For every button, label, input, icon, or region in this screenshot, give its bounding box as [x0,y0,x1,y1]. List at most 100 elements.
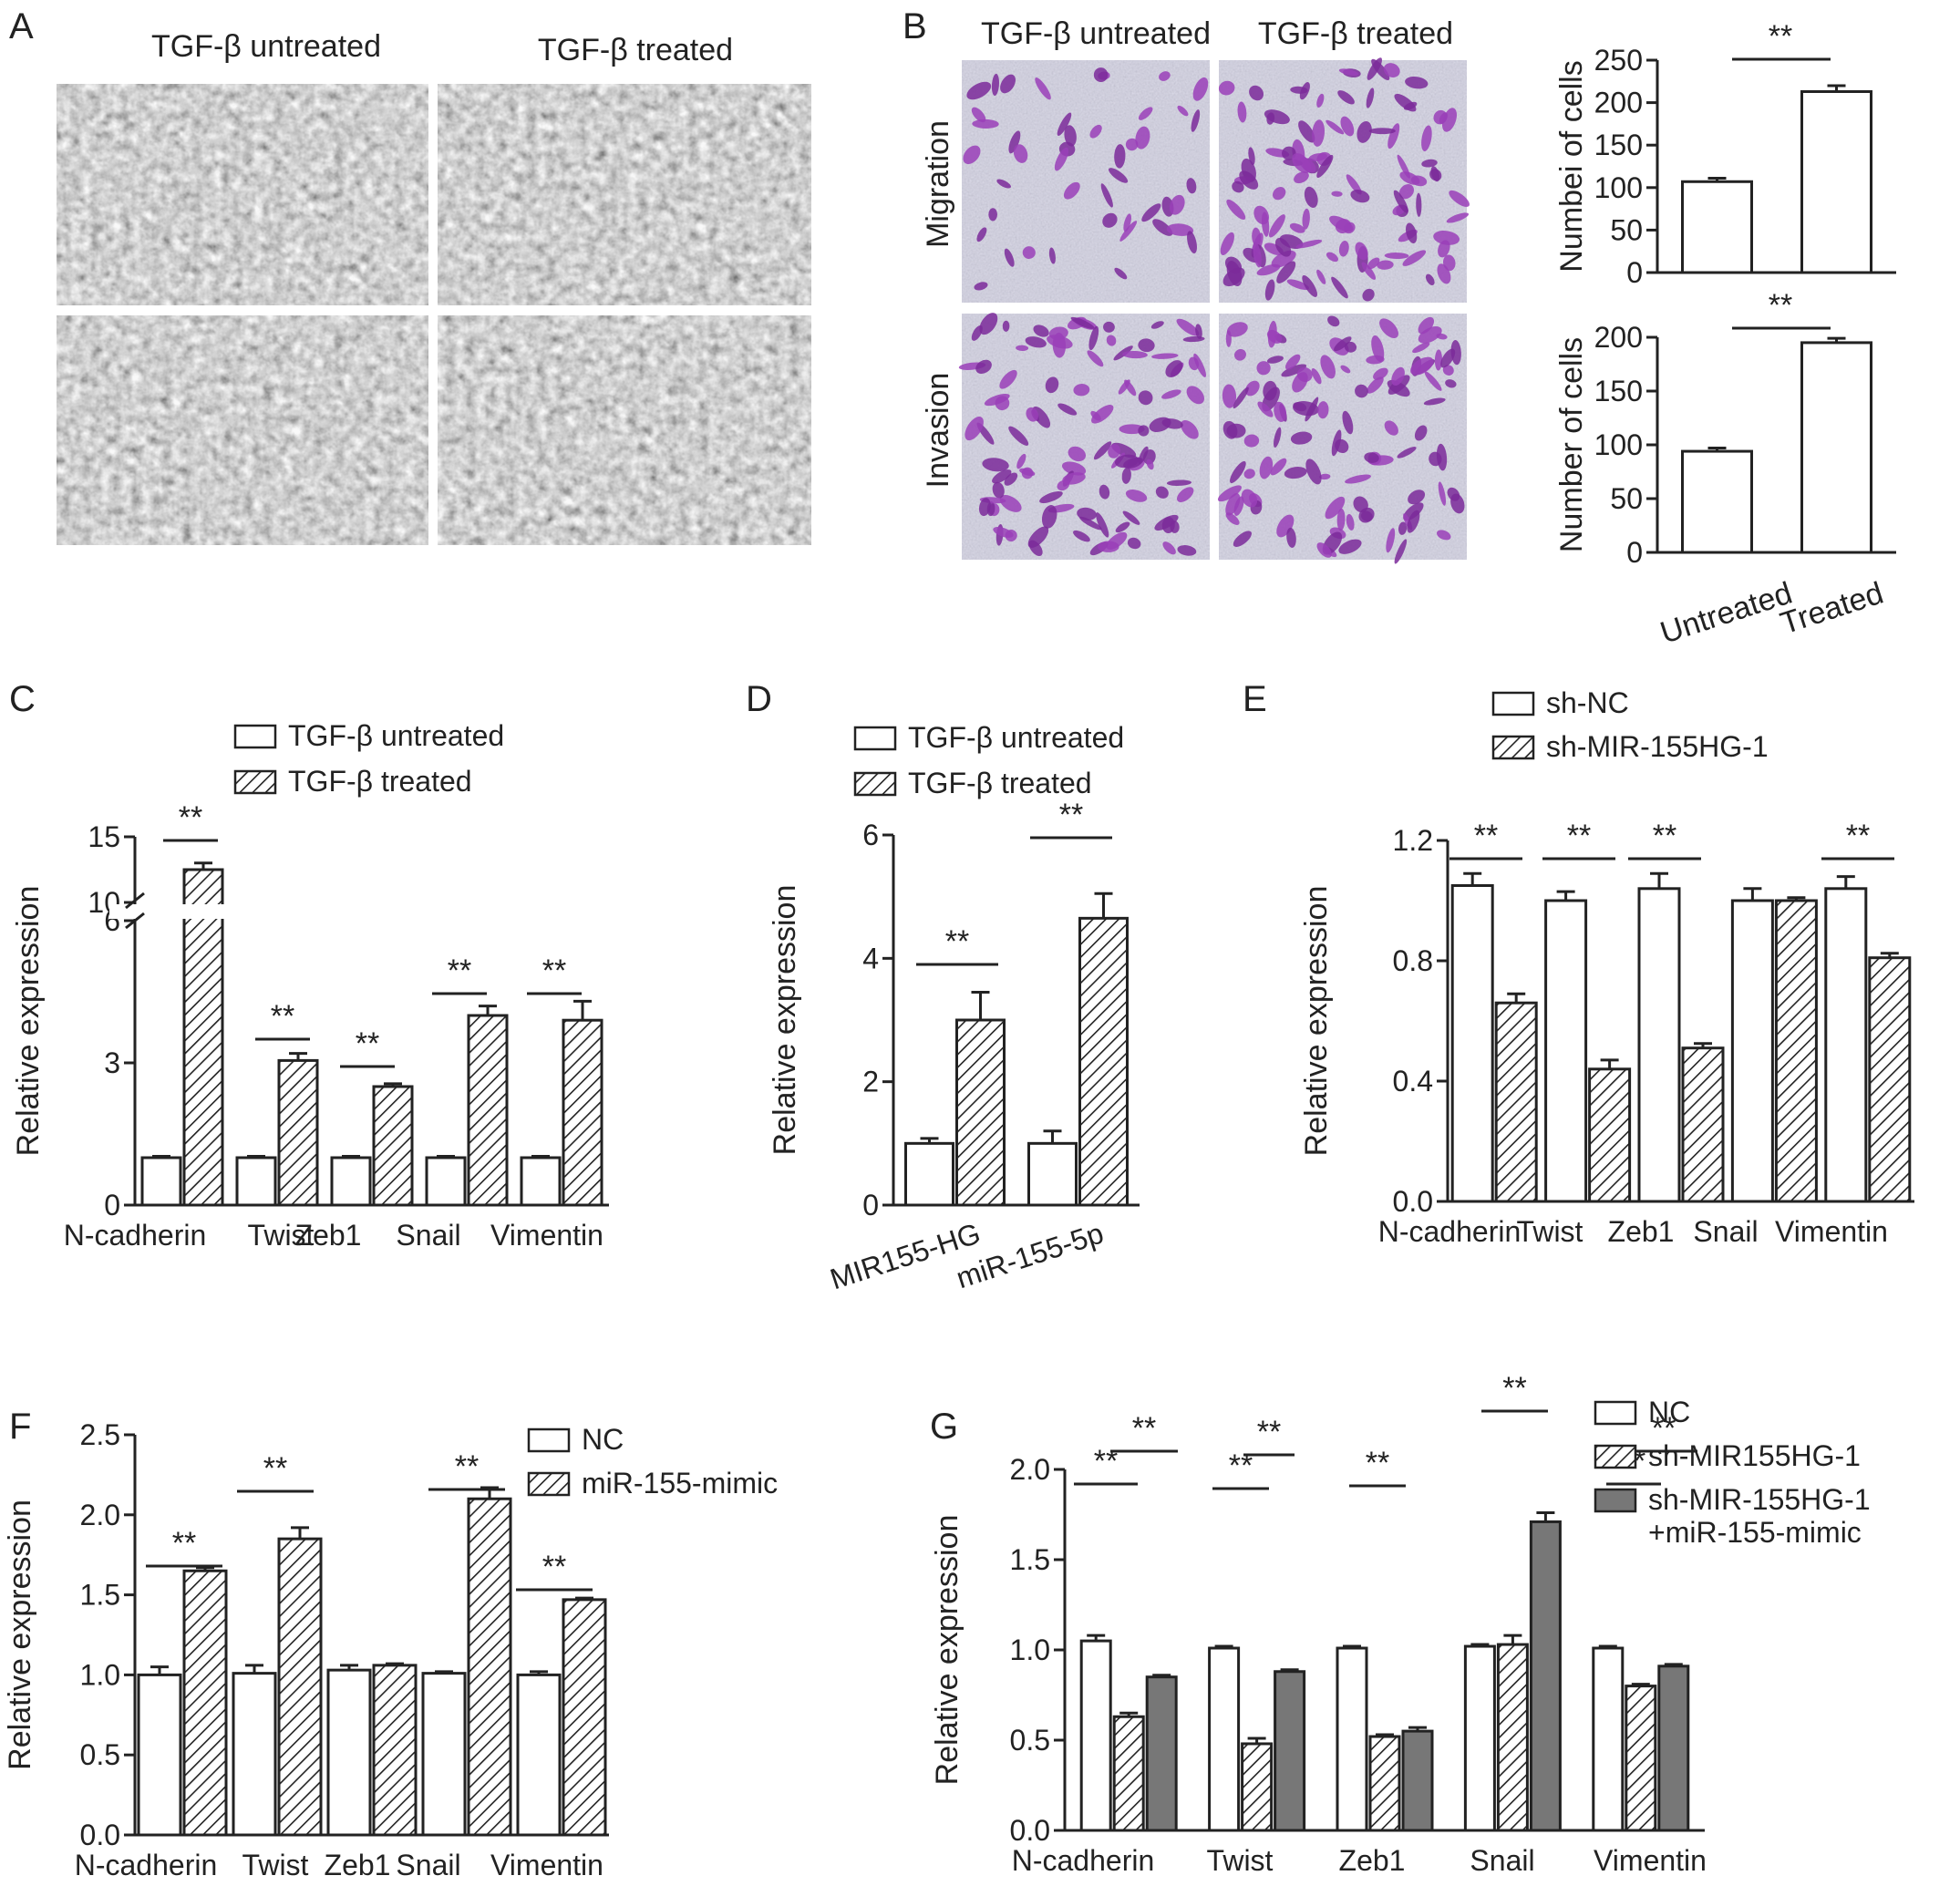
stained-cell [1187,231,1197,254]
bar [372,1085,414,1207]
significance-label: ** [1257,1415,1281,1449]
significance-label: ** [172,1526,196,1561]
stained-cell [1284,467,1307,479]
significance-label: ** [1366,1446,1389,1480]
bar [1112,1715,1145,1832]
stained-cell [1335,219,1351,234]
stained-cell [1331,276,1348,299]
x-category-label: Zeb1 [1608,1215,1675,1248]
y-tick-label: 15 [88,820,120,853]
bar [1681,449,1753,554]
stained-cell [1429,451,1442,467]
bar [330,1156,372,1207]
stained-cell [982,458,1009,472]
stained-cell [1225,512,1240,525]
stained-cell [1061,461,1087,476]
x-category-label: Twist [1207,1844,1274,1877]
y-tick-label: 6 [862,819,879,851]
stained-cell [1230,460,1246,484]
stained-cell [1425,273,1435,285]
y-tick-label: 150 [1594,375,1643,407]
stained-cell [976,227,987,242]
significance-label: ** [945,924,969,959]
bar [1336,1646,1368,1832]
x-category-label: Untreated [1656,575,1797,650]
stained-cell [1025,336,1047,348]
stained-cell [1299,82,1310,100]
stained-cell [1357,120,1372,143]
stained-cell [1169,194,1185,215]
bar [1592,1646,1625,1832]
legend-swatch [233,769,277,795]
y-tick-label: 0 [1626,256,1643,289]
stained-cell [1320,355,1336,379]
stained-cell [1122,510,1140,525]
stained-cell [1373,367,1388,380]
stained-cell [1004,472,1018,486]
stained-cell [1319,473,1331,480]
stained-cell [1412,342,1430,354]
bar [1868,956,1912,1203]
legend-label: +miR-155-mimic [1648,1516,1862,1549]
stained-cell [1393,190,1408,213]
bar [1730,899,1774,1203]
stained-cell [1295,239,1323,249]
stained-cell [1338,241,1349,257]
y-tick-label: 1.5 [1010,1543,1050,1576]
stained-cell [1289,222,1305,233]
bar [562,1018,603,1207]
stained-cell [1100,183,1113,208]
y-tick-label: 150 [1594,129,1643,161]
stained-cell [1442,365,1454,376]
stained-cell [1423,397,1446,406]
x-category-label: N-cadherin [1012,1844,1155,1877]
panel-letter: C [9,679,36,719]
y-tick-label: 1.0 [1010,1634,1050,1666]
stained-cell [1403,502,1424,521]
stained-cell [1138,107,1153,120]
x-category-label: Zeb1 [295,1219,362,1252]
y-tick-label: 0.0 [1010,1814,1050,1847]
stained-cell [1443,254,1456,272]
legend-swatch [527,1427,571,1453]
stained-cell [1268,214,1285,238]
stained-cell [1387,375,1410,395]
stained-cell [1421,125,1432,152]
stained-cell [1316,154,1334,179]
stained-cell [1068,446,1087,462]
stained-cell [1391,366,1405,386]
x-category-label: Twist [1517,1215,1583,1248]
stained-cell [1367,376,1384,394]
micrograph-untreated-bottom [57,315,428,545]
bar [1274,1670,1306,1832]
micrograph-untreated-top [57,84,428,305]
stained-cell [1316,542,1332,558]
panel-letter: G [930,1407,958,1447]
stained-cell [1434,349,1443,371]
legend-swatch [1594,1400,1637,1426]
bar [955,1018,1006,1207]
stained-cell [1317,401,1329,419]
legend-swatch [233,724,277,749]
stained-cell [1124,379,1137,397]
stained-cell [1004,248,1015,267]
stained-cell [1070,316,1095,329]
y-tick-label: 100 [1594,171,1643,204]
stained-cell [1355,384,1368,398]
y-tick-label: 0.0 [80,1819,120,1851]
bar [1027,1141,1078,1207]
y-tick-label: 0.4 [1393,1065,1433,1098]
stained-cell [1302,274,1318,297]
stained-cell [1233,386,1249,409]
stained-cell [1138,338,1155,353]
stained-cell [979,313,998,335]
y-tick-label: 0.5 [1010,1724,1050,1757]
stained-cell [1358,507,1375,523]
bar [1496,1643,1529,1832]
x-category-label: Snail [396,1219,460,1252]
stained-cell [1334,336,1352,352]
micrograph-treated-top [438,84,811,305]
stained-cell [1106,335,1117,346]
